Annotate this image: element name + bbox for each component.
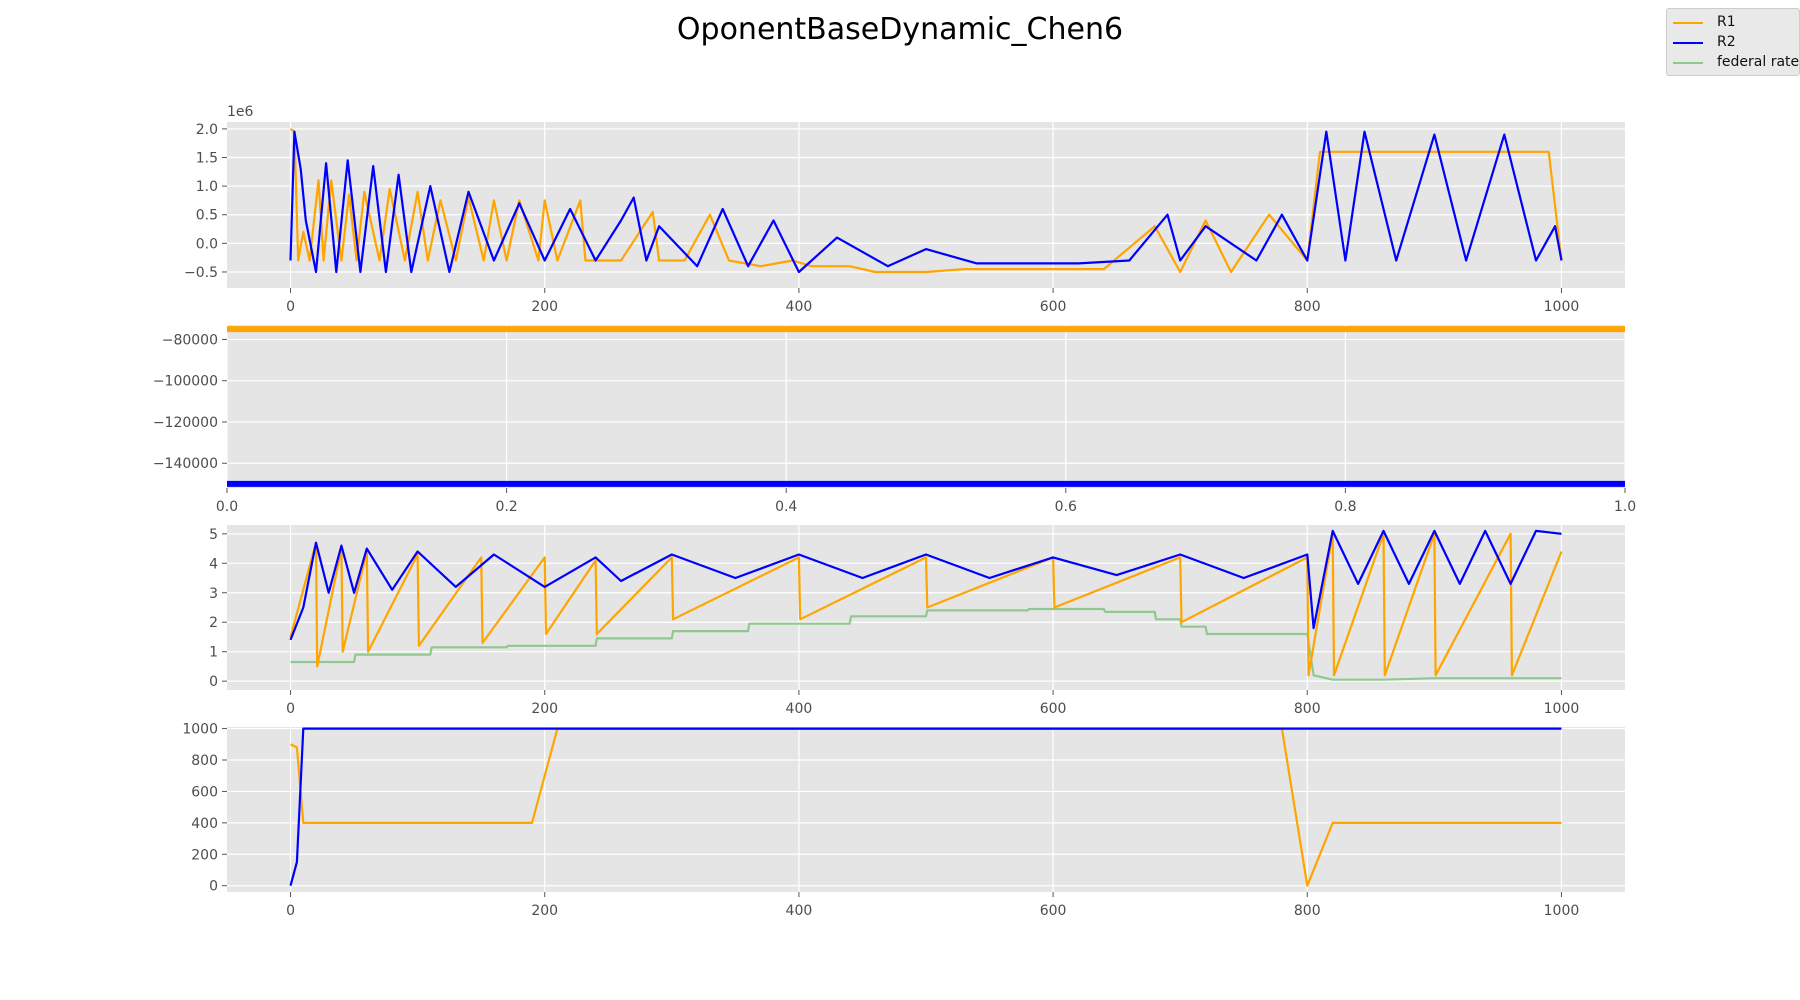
- y-tick-label: 200: [191, 847, 218, 863]
- x-tick-label: 0.6: [1055, 499, 1077, 515]
- x-tick-label: 800: [1294, 299, 1321, 315]
- y-tick-label: −0.5: [184, 265, 218, 281]
- x-tick-label: 0.0: [216, 499, 238, 515]
- x-tick-label: 400: [786, 299, 813, 315]
- series-group: [289, 529, 1563, 681]
- x-tick-label: 400: [786, 903, 813, 919]
- legend-item-r1: R1: [1673, 13, 1797, 33]
- subplot-4: 0 200 400 600 800 1000 0 200 400 600 800 1000: [182, 722, 1625, 919]
- subplot-1: 0 200 400 600 800 1000 −0.5 0.0 0.5 1.0 1.5 2.0 1e6: [184, 104, 1625, 315]
- legend-item-r2: R2: [1673, 33, 1797, 53]
- y-tick-label: 4: [209, 556, 218, 572]
- y-tick-label: −120000: [153, 415, 218, 431]
- x-tick-label: 800: [1294, 903, 1321, 919]
- y-tick-label: 0: [209, 674, 218, 690]
- y-tick-label: 400: [191, 816, 218, 832]
- legend: R1 R2 federal rate: [1666, 8, 1800, 76]
- y-tick-label: 800: [191, 753, 218, 769]
- x-tick-label: 0: [286, 299, 295, 315]
- y-tick-label: 1: [209, 645, 218, 661]
- figure-title: OponentBaseDynamic_Chen6: [676, 12, 1124, 47]
- y-offset-label: 1e6: [227, 104, 254, 120]
- x-tick-label: 1000: [1544, 903, 1580, 919]
- x-tick-label: 1.0: [1614, 499, 1636, 515]
- legend-swatch-r2: [1673, 42, 1703, 44]
- x-tick-label: 400: [786, 701, 813, 717]
- x-tick-label: 800: [1294, 701, 1321, 717]
- x-tick-label: 0.2: [495, 499, 517, 515]
- y-tick-label: 3: [209, 586, 218, 602]
- y-tick-label: 0.5: [196, 208, 218, 224]
- series-group: [289, 727, 1562, 887]
- y-tick-label: 1.0: [196, 179, 218, 195]
- x-tick-label: 600: [1040, 701, 1067, 717]
- x-tick-label: 0: [286, 701, 295, 717]
- x-tick-label: 200: [531, 903, 558, 919]
- legend-label-r1: R1: [1717, 14, 1736, 30]
- legend-swatch-r1: [1673, 22, 1703, 24]
- y-tick-label: 600: [191, 784, 218, 800]
- legend-swatch-federal-rate: [1673, 62, 1703, 64]
- x-tick-label: 600: [1040, 299, 1067, 315]
- series-line-r2: [289, 529, 1562, 641]
- y-tick-label: −80000: [162, 332, 218, 348]
- legend-label-federal-rate: federal rate: [1717, 54, 1800, 70]
- x-tick-label: 0.8: [1334, 499, 1356, 515]
- y-tick-label: 1000: [182, 722, 218, 738]
- y-tick-label: 2.0: [196, 122, 218, 138]
- subplot-3: 0 200 400 600 800 1000 0 1 2 3 4 5: [209, 525, 1625, 717]
- legend-item-federal-rate: federal rate: [1673, 53, 1800, 73]
- series-group: [289, 128, 1563, 274]
- y-tick-label: −140000: [153, 456, 218, 472]
- x-tick-label: 1000: [1544, 299, 1580, 315]
- plot-area: [227, 122, 1625, 288]
- y-tick-label: −100000: [153, 374, 218, 390]
- plot-area: [227, 325, 1625, 488]
- x-tick-label: 0: [286, 903, 295, 919]
- y-tick-label: 1.5: [196, 150, 218, 166]
- y-tick-label: 5: [209, 527, 218, 543]
- x-tick-label: 0.4: [775, 499, 797, 515]
- plot-area: [227, 525, 1625, 690]
- series-line-r2: [289, 727, 1562, 886]
- x-tick-label: 600: [1040, 903, 1067, 919]
- y-tick-label: 0.0: [196, 236, 218, 252]
- y-tick-label: 2: [209, 615, 218, 631]
- series-line-federal-rate: [290, 607, 1562, 681]
- series-line-r1: [289, 532, 1563, 677]
- series-line-r2: [289, 130, 1563, 274]
- subplot-2: 0.0 0.2 0.4 0.6 0.8 1.0 −140000 −120000 −100000 −…: [153, 325, 1636, 515]
- x-tick-label: 200: [531, 701, 558, 717]
- plot-area: [227, 727, 1625, 892]
- y-tick-label: 0: [209, 879, 218, 895]
- series-group: [227, 326, 1625, 487]
- legend-label-r2: R2: [1717, 34, 1736, 50]
- x-tick-label: 1000: [1544, 701, 1580, 717]
- x-tick-label: 200: [531, 299, 558, 315]
